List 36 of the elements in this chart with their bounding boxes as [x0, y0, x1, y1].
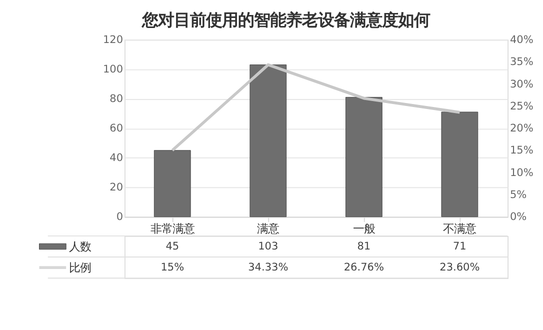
y2-tick-label: 15% — [510, 144, 534, 157]
legend-label: 比例 — [68, 260, 91, 274]
y-tick-label: 40 — [110, 152, 124, 164]
data-label: 103 — [258, 240, 278, 252]
y2-tick-label: 25% — [510, 100, 534, 112]
bar — [154, 150, 191, 218]
x-tick-label: 非常满意 — [150, 222, 194, 236]
data-label: 26.76% — [344, 261, 384, 274]
bar — [250, 64, 287, 218]
chart-title: 您对目前使用的智能养老设备满意度如何 — [140, 10, 430, 30]
y2-tick-label: 35% — [510, 56, 534, 68]
y2-tick-label: 40% — [510, 34, 534, 46]
y2-tick-label: 20% — [510, 122, 534, 135]
y2-tick-label: 10% — [510, 166, 534, 179]
line-series — [170, 63, 462, 152]
x-tick-label: 不满意 — [443, 222, 476, 236]
y-tick-label: 80 — [110, 93, 124, 106]
y2-tick-label: 30% — [510, 78, 534, 90]
y-tick-label: 20 — [110, 182, 124, 194]
y2-tick-label: 5% — [510, 189, 527, 202]
x-tick-label: 满意 — [257, 222, 280, 236]
x-tick-label: 一般 — [352, 222, 375, 236]
data-label: 45 — [166, 240, 180, 252]
data-label: 34.33% — [248, 261, 288, 274]
y-tick-label: 0 — [116, 211, 124, 224]
data-label: 23.60% — [440, 261, 480, 274]
data-label: 81 — [357, 240, 371, 252]
legend-label: 人数 — [68, 239, 91, 254]
y-tick-label: 120 — [102, 34, 124, 46]
y-tick-label: 60 — [110, 122, 124, 135]
y-tick-label: 100 — [102, 64, 124, 76]
bar — [441, 112, 478, 218]
y2-tick-label: 0% — [510, 211, 527, 224]
data-label: 71 — [452, 240, 466, 252]
data-label: 15% — [160, 261, 184, 274]
bar — [345, 96, 382, 218]
